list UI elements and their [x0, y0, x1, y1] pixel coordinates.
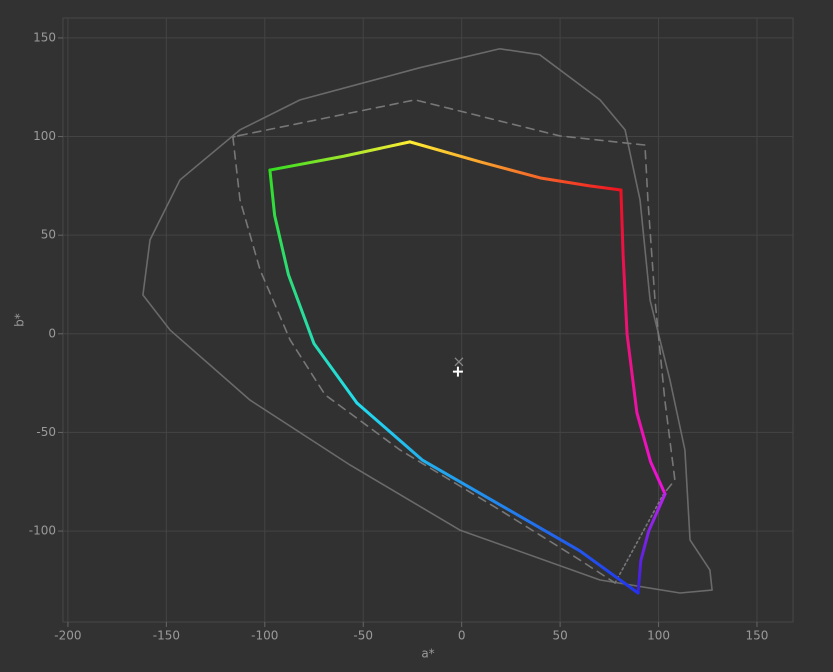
- y-tick-label: 0: [48, 326, 56, 340]
- x-tick-label: 50: [552, 629, 567, 643]
- series-line: [238, 99, 676, 496]
- marker: [454, 357, 464, 367]
- x-tick-label: -150: [153, 629, 180, 643]
- series-line: [232, 134, 240, 138]
- x-tick-label: -200: [54, 629, 81, 643]
- series-line: [142, 47, 713, 594]
- series-line: [268, 140, 412, 172]
- x-tick-label: -50: [353, 629, 373, 643]
- x-tick-label: -100: [251, 629, 278, 643]
- series-line: [614, 493, 664, 584]
- y-tick-label: -50: [36, 425, 56, 439]
- x-tick-label: 100: [647, 629, 670, 643]
- y-tick-label: 100: [33, 129, 56, 143]
- x-tick-label: 0: [458, 629, 466, 643]
- series-line: [408, 140, 623, 192]
- x-axis-label: a*: [421, 647, 434, 661]
- series-line: [619, 188, 667, 496]
- series-line: [355, 401, 640, 595]
- plot-area: [62, 17, 794, 623]
- marker: [452, 366, 463, 377]
- series-line: [232, 136, 616, 584]
- y-tick-label: -100: [29, 524, 56, 538]
- y-tick-label: 50: [41, 228, 56, 242]
- series-line: [268, 168, 359, 405]
- x-tick-label: 150: [746, 629, 769, 643]
- y-tick-label: 150: [33, 30, 56, 44]
- y-axis-label: b*: [13, 313, 27, 327]
- series-line: [636, 492, 667, 595]
